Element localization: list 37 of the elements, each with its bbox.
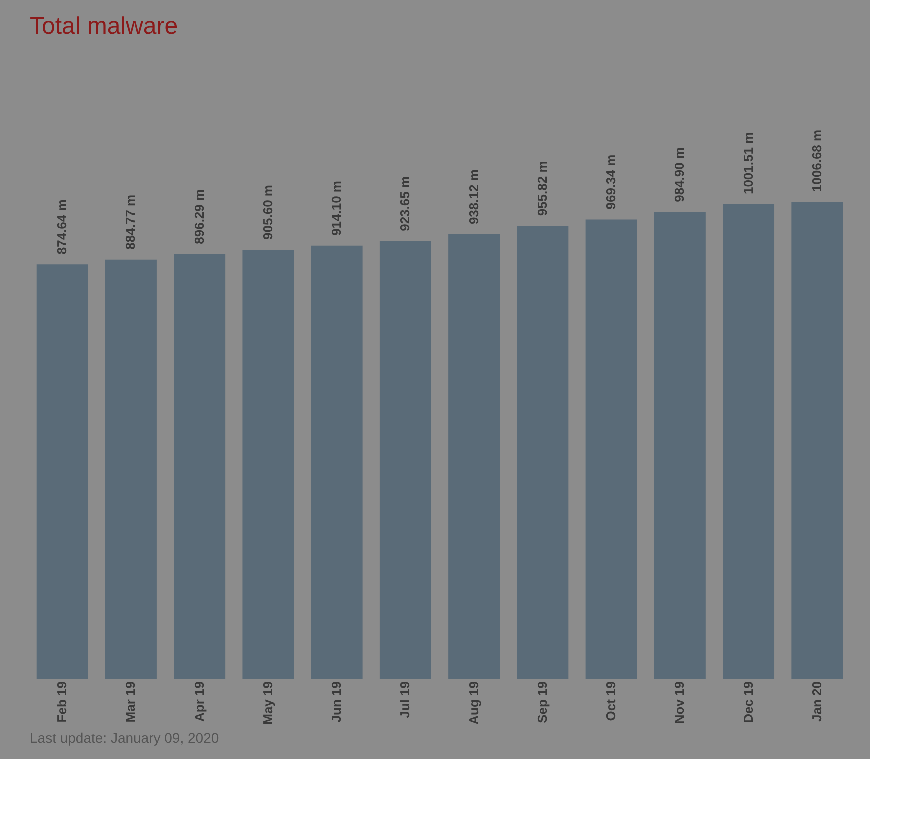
bar <box>723 204 775 679</box>
bar <box>448 234 500 679</box>
x-tick-label: Feb 19 <box>54 682 70 723</box>
x-tick-label: Aug 19 <box>466 682 482 725</box>
data-label: 896.29 m <box>192 189 207 244</box>
data-label: 938.12 m <box>466 170 482 225</box>
x-tick-label: Jun 19 <box>329 682 344 723</box>
x-tick-label: Mar 19 <box>123 682 138 723</box>
data-label: 1001.51 m <box>740 132 756 195</box>
data-label: 955.82 m <box>534 161 550 216</box>
x-tick-label: Jul 19 <box>398 682 413 718</box>
data-label: 905.60 m <box>260 185 276 240</box>
bar <box>311 246 363 679</box>
bar <box>105 260 157 679</box>
bar <box>792 202 844 679</box>
x-tick-label: May 19 <box>260 682 276 725</box>
bar <box>586 220 638 679</box>
data-label: 914.10 m <box>329 181 344 236</box>
data-label: 984.90 m <box>672 147 688 202</box>
data-label: 1006.68 m <box>809 130 824 192</box>
bar <box>242 250 294 679</box>
data-label: 884.77 m <box>123 194 138 250</box>
x-tick-label: Oct 19 <box>604 682 619 722</box>
data-label: 969.34 m <box>604 154 619 210</box>
x-tick-label: Sep 19 <box>534 682 550 724</box>
bar <box>36 264 88 679</box>
bar <box>654 212 706 679</box>
x-tick-label: Dec 19 <box>740 682 756 724</box>
x-tick-label: Jan 20 <box>809 682 824 722</box>
bar <box>174 254 226 679</box>
data-label: 874.64 m <box>54 200 70 255</box>
data-label: 923.65 m <box>398 176 413 232</box>
bar <box>380 241 432 679</box>
bar <box>517 226 569 679</box>
x-tick-label: Apr 19 <box>192 682 207 722</box>
x-tick-label: Nov 19 <box>672 682 688 724</box>
chart-title: Total malware <box>30 13 178 40</box>
